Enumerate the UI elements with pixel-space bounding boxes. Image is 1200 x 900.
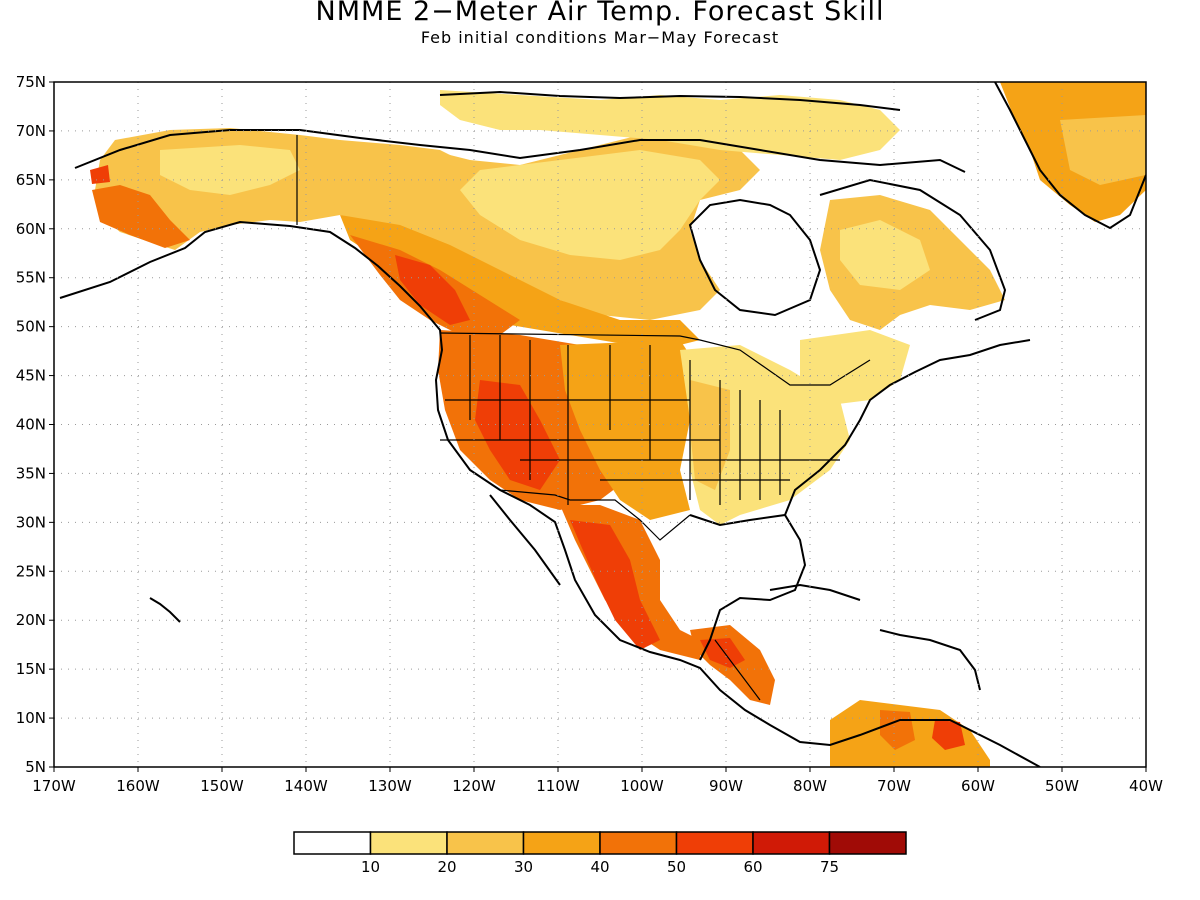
lon-tick-label: 140W <box>284 777 328 795</box>
colorbar-swatch <box>293 831 372 855</box>
lat-tick-label: 45N <box>16 367 46 385</box>
border-states-grid <box>440 335 840 505</box>
skill-shading <box>90 82 1146 767</box>
skill-region-canada-light <box>460 150 720 260</box>
map-title: NMME 2−Meter Air Temp. Forecast Skill <box>315 0 885 27</box>
lat-tick-label: 70N <box>16 122 46 140</box>
lon-tick-label: 50W <box>1045 777 1079 795</box>
skill-region-alaska-sw <box>92 185 190 248</box>
lon-tick-label: 40W <box>1129 777 1163 795</box>
coastline-north-america <box>59 220 1041 767</box>
colorbar-swatch <box>446 831 525 855</box>
gridlines <box>54 82 1146 767</box>
colorbar-swatch <box>828 831 907 855</box>
colorbar-swatch <box>752 831 831 855</box>
lat-axis: 75N 70N 65N 60N 55N 50N 45N 40N 35N 30N 25N 20N 15N 1… <box>16 73 54 776</box>
colorbar-label: 40 <box>590 858 609 876</box>
lon-tick-label: 170W <box>32 777 76 795</box>
skill-region-quebec-light <box>840 220 930 290</box>
colorbar-swatch <box>599 831 678 855</box>
coastline-gulf-mexico <box>689 513 807 661</box>
skill-region-wcanada <box>340 215 700 350</box>
colorbar-label: 50 <box>667 858 686 876</box>
colorbar-swatch <box>369 831 448 855</box>
skill-region-arctic <box>440 90 900 160</box>
lat-tick-label: 35N <box>16 464 46 482</box>
lon-tick-label: 160W <box>116 777 160 795</box>
skill-region-alaska-light <box>160 145 300 195</box>
colorbar: 10 20 30 40 50 60 75 <box>293 831 907 876</box>
coastline-east-us <box>784 339 1031 516</box>
map-subtitle: Feb initial conditions Mar−May Forecast <box>420 28 780 47</box>
lon-tick-label: 60W <box>961 777 995 795</box>
lon-tick-label: 150W <box>200 777 244 795</box>
colorbar-label: 20 <box>437 858 456 876</box>
skill-region-mexico-dark <box>570 520 660 650</box>
lat-tick-label: 25N <box>16 562 46 580</box>
coastline-hawaii <box>149 597 181 623</box>
coastline-cuba <box>769 583 861 601</box>
colorbar-label: 10 <box>361 858 380 876</box>
lon-tick-label: 90W <box>709 777 743 795</box>
lon-tick-label: 100W <box>620 777 664 795</box>
colorbar-label: 75 <box>820 858 839 876</box>
colorbar-label: 60 <box>743 858 762 876</box>
skill-region-cus <box>560 340 700 520</box>
coastline-caribbean <box>879 629 981 691</box>
border-central-america <box>714 639 761 701</box>
coastline-greenland <box>994 82 1146 230</box>
political-borders <box>296 135 871 701</box>
coastline-baja <box>489 494 561 586</box>
lat-tick-label: 50N <box>16 318 46 336</box>
lat-tick-label: 60N <box>16 220 46 238</box>
skill-region-ne <box>800 330 910 405</box>
lat-tick-label: 5N <box>25 758 46 776</box>
skill-region-wus-dark <box>475 380 560 490</box>
lon-tick-label: 110W <box>536 777 580 795</box>
skill-region-alaska-w <box>90 165 110 184</box>
lon-tick-label: 70W <box>877 777 911 795</box>
lat-tick-label: 55N <box>16 269 46 287</box>
colorbar-swatch <box>522 831 601 855</box>
lat-tick-label: 10N <box>16 709 46 727</box>
coastlines <box>59 82 1146 767</box>
lat-tick-label: 65N <box>16 171 46 189</box>
colorbar-swatch <box>675 831 754 855</box>
lat-tick-label: 40N <box>16 416 46 434</box>
colorbar-label: 30 <box>514 858 533 876</box>
lon-tick-label: 120W <box>452 777 496 795</box>
lat-tick-label: 75N <box>16 73 46 91</box>
lat-tick-label: 30N <box>16 513 46 531</box>
lon-tick-label: 80W <box>793 777 827 795</box>
lon-axis: 170W 160W 150W 140W 130W 120W 110W 100W 90W 80W 70… <box>32 767 1163 795</box>
coastline-arctic <box>74 129 966 173</box>
lat-tick-label: 20N <box>16 611 46 629</box>
skill-region-bc-dark <box>395 255 470 325</box>
lon-tick-label: 130W <box>368 777 412 795</box>
coastline-labrador <box>819 178 1007 321</box>
skill-region-samerica-east <box>932 720 965 750</box>
border-us-mexico <box>499 489 691 541</box>
coastline-arctic-islands <box>439 90 901 111</box>
skill-region-camerica-dark <box>700 638 745 668</box>
coastline-hudson-bay <box>688 198 822 317</box>
lat-tick-label: 15N <box>16 660 46 678</box>
skill-region-greenland-light <box>1060 115 1146 185</box>
border-us-canada <box>439 332 871 386</box>
